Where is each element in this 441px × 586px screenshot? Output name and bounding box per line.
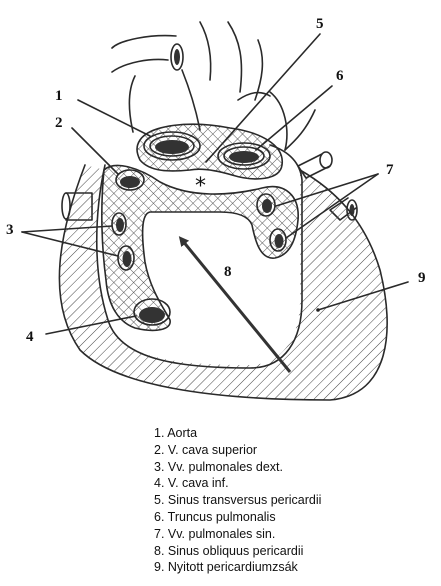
legend-item: 9. Nyitott pericardiumzsák (154, 560, 298, 575)
marker-2: 2 (55, 115, 63, 131)
marker-6: 6 (336, 68, 344, 84)
legend-item: 3. Vv. pulmonales dext. (154, 459, 284, 474)
marker-8: 8 (224, 264, 232, 280)
left-pulmonary-vein-upper (256, 193, 276, 217)
legend-item: 6. Truncus pulmonalis (154, 509, 276, 524)
truncus-pulmonalis-opening (217, 142, 271, 170)
asterisk-symbol: * (195, 174, 206, 199)
left-pulmonary-vein-lower (269, 228, 287, 252)
legend: 1. Aorta 2. V. cava superior 3. Vv. pulm… (154, 425, 321, 576)
vena-cava-inferior-opening (133, 298, 171, 326)
marker-9: 9 (418, 270, 426, 286)
pericardial-reflection (101, 164, 299, 332)
aorta-opening (143, 131, 201, 161)
legend-item: 7. Vv. pulmonales sin. (154, 526, 276, 541)
legend-item: 1. Aorta (154, 426, 198, 440)
vessel-openings (111, 131, 287, 326)
marker-7: 7 (386, 162, 394, 178)
legend-item: 5. Sinus transversus pericardii (154, 493, 322, 508)
vena-cava-superior-opening (115, 169, 145, 191)
legend-item: 2. V. cava superior (154, 442, 258, 457)
right-pulmonary-vein-lower (117, 245, 135, 271)
right-pulmonary-vein-upper (111, 212, 127, 236)
legend-item: 4. V. cava inf. (154, 476, 229, 491)
pericardium-diagram: 1 2 3 4 5 6 7 8 9 * (6, 16, 426, 401)
marker-3: 3 (6, 222, 14, 238)
sinus-obliquus-arrow (178, 236, 292, 373)
leader-lines (21, 33, 409, 335)
marker-4: 4 (26, 329, 34, 345)
marker-5: 5 (316, 16, 324, 32)
marker-1: 1 (55, 88, 63, 104)
posterior-wall (96, 144, 303, 369)
legend-item: 8. Sinus obliquus pericardii (154, 543, 304, 558)
number-markers: 1 2 3 4 5 6 7 8 9 * (6, 16, 426, 345)
